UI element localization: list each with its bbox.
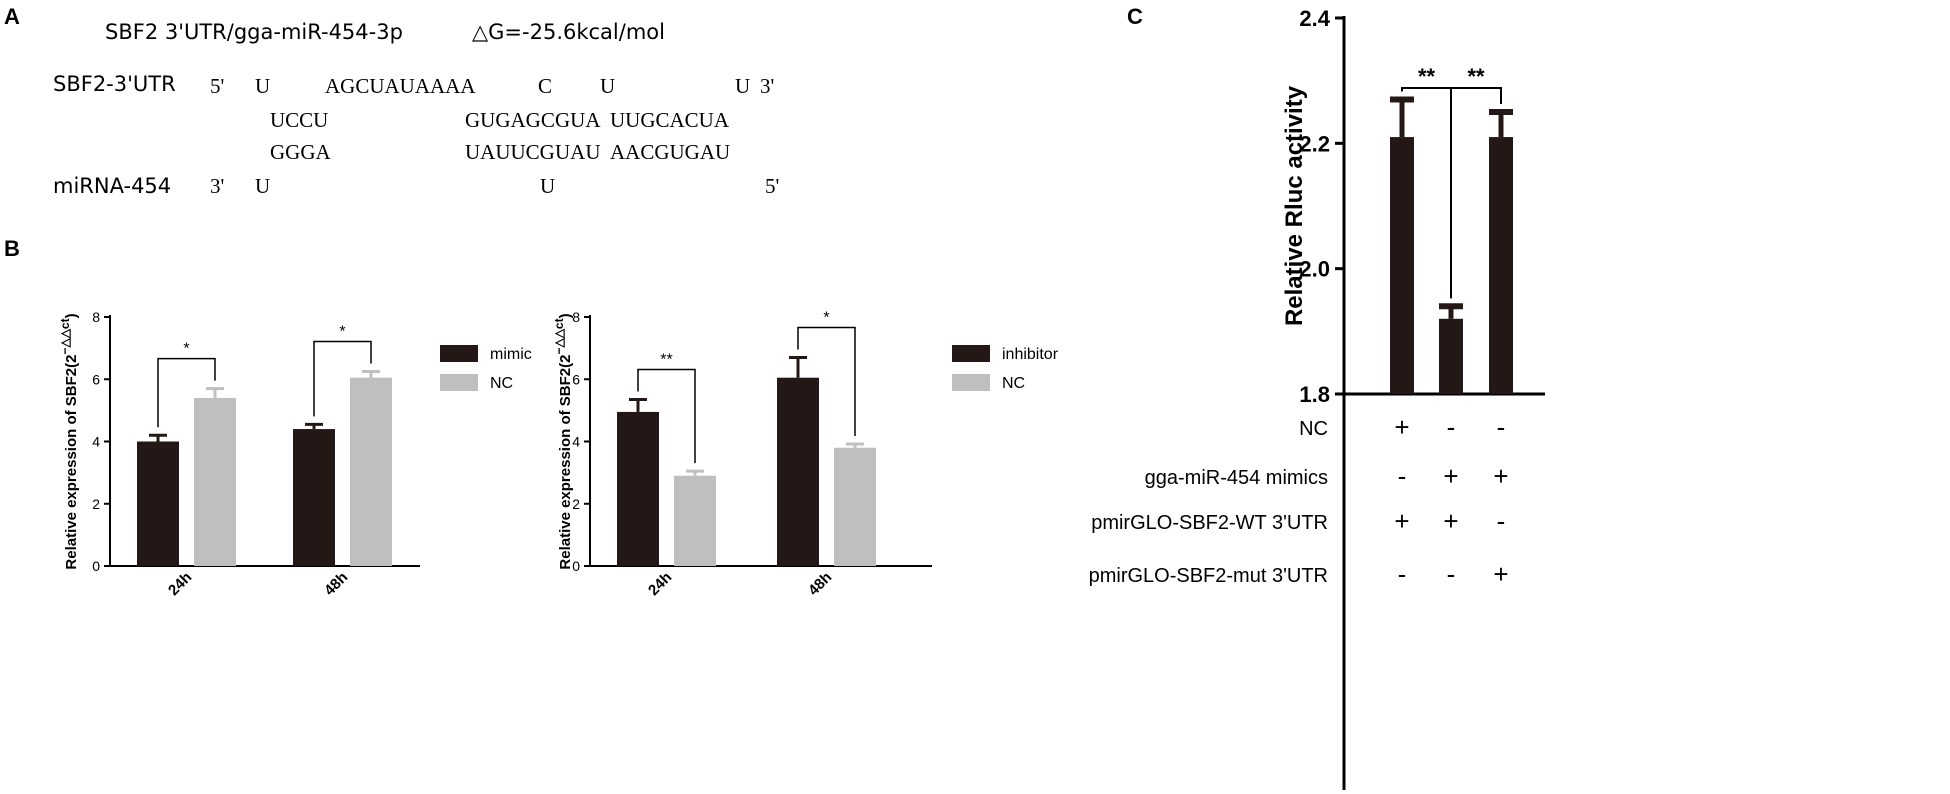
condition-label: pmirGLO-SBF2-WT 3'UTR [1091, 512, 1328, 534]
legend-label-inhibitor: inhibitor [1002, 346, 1059, 363]
condition-sign: - [1496, 412, 1506, 442]
y-tick-label: 4 [572, 434, 580, 450]
y-tick-label: 8 [572, 309, 580, 325]
x-tick-label: 48h [321, 569, 351, 599]
bar-NC-24h [194, 397, 236, 566]
y-tick-label: 2.2 [1299, 131, 1330, 156]
y-tick-label: 6 [572, 371, 580, 387]
utr-paired-3: GUA [555, 108, 601, 132]
bar-NC-48h [834, 447, 876, 566]
bar-NC-48h [350, 377, 392, 566]
condition-sign: - [1496, 506, 1506, 536]
legend-swatch-NC [440, 374, 478, 391]
condition-label: NC [1299, 418, 1328, 440]
significance-bracket [157, 357, 216, 428]
condition-sign: + [1443, 461, 1459, 491]
legend-swatch-mimic [440, 345, 478, 362]
condition-sign: + [1443, 506, 1459, 536]
mir-paired-2: UAUUCG [465, 140, 555, 164]
significance-label: * [183, 341, 189, 358]
utr-3prime: 3' [760, 74, 775, 98]
significance-bracket [313, 340, 372, 417]
significance-bracket [637, 368, 696, 464]
condition-sign: + [1493, 461, 1509, 491]
y-tick-label: 1.8 [1299, 382, 1330, 407]
mirna-label: miRNA-454 [53, 174, 172, 198]
bar-inhibitor-24h [617, 411, 659, 566]
condition-sign: - [1397, 461, 1407, 491]
utr-label: SBF2-3'UTR [53, 72, 176, 96]
legend-label-NC: NC [490, 375, 513, 392]
utr-paired-4: UUGCACUA [610, 108, 730, 132]
y-tick-label: 2 [92, 496, 100, 512]
mir-unpaired-1: U [255, 174, 271, 198]
significance-label: * [823, 309, 829, 326]
y-axis-label: Relative Rluc activity [1281, 85, 1308, 326]
mir-paired-4: AACGUGAU [610, 140, 731, 164]
header-delta-g: △G=-25.6kcal/mol [472, 20, 665, 44]
significance-bracket [1450, 87, 1502, 299]
condition-sign: - [1446, 412, 1456, 442]
significance-label: * [339, 323, 345, 340]
panel-a-letter: A [4, 4, 20, 29]
rluc-bar [1439, 318, 1463, 394]
mir-5prime: 5' [765, 174, 780, 198]
legend-label-NC: NC [1002, 375, 1025, 392]
significance-label: ** [660, 351, 672, 368]
condition-sign: + [1394, 506, 1410, 536]
x-tick-label: 24h [165, 569, 195, 599]
y-tick-label: 2 [572, 496, 580, 512]
mir-3prime: 3' [210, 174, 225, 198]
panel-c-letter: C [1127, 4, 1143, 29]
panel-b-letter: B [4, 236, 20, 261]
x-tick-label: 48h [805, 569, 835, 599]
legend-label-mimic: mimic [490, 346, 532, 363]
utr-unpaired-4: U [600, 74, 616, 98]
mir-paired-3: UAU [555, 140, 601, 164]
utr-paired-2: GUGAGC [465, 108, 555, 132]
condition-label: pmirGLO-SBF2-mut 3'UTR [1088, 565, 1328, 587]
significance-bracket [797, 326, 856, 436]
mir-paired-1: GGGA [270, 140, 331, 164]
utr-unpaired-1: U [255, 74, 271, 98]
significance-label: ** [1467, 64, 1485, 89]
y-tick-label: 2.4 [1299, 6, 1330, 31]
condition-sign: - [1397, 559, 1407, 589]
y-tick-label: 0 [572, 558, 580, 574]
rluc-bar [1390, 137, 1414, 395]
y-axis-label: Relative expression of SBF2(2−△△ct) [58, 313, 80, 569]
utr-unpaired-3: C [538, 74, 553, 98]
y-tick-label: 0 [92, 558, 100, 574]
utr-unpaired-5: U [735, 74, 751, 98]
condition-sign: + [1493, 559, 1509, 589]
header-pair: SBF2 3'UTR/gga-miR-454-3p [105, 20, 403, 44]
utr-unpaired-2: AGCUAUAAAA [325, 74, 476, 98]
condition-sign: - [1446, 559, 1456, 589]
x-tick-label: 24h [645, 569, 675, 599]
y-tick-label: 4 [92, 434, 100, 450]
rluc-bar [1489, 137, 1513, 395]
bar-NC-24h [674, 475, 716, 566]
chart-b-mimic: 0 2 4 6 8 Relative expression of SBF2(2−△△ct)… [58, 309, 532, 599]
mir-unpaired-2: U [540, 174, 556, 198]
bar-mimic-24h [137, 441, 179, 566]
y-tick-label: 6 [92, 371, 100, 387]
utr-paired-1: UCCU [270, 108, 329, 132]
bar-mimic-48h [293, 429, 335, 566]
condition-label: gga-miR-454 mimics [1144, 467, 1328, 489]
bar-inhibitor-48h [777, 377, 819, 566]
legend-swatch-inhibitor [952, 345, 990, 362]
y-tick-label: 8 [92, 309, 100, 325]
y-axis-label: Relative expression of SBF2(2−△△ct) [552, 313, 574, 569]
chart-c-rluc: 1.8 2.0 2.2 2.4 Relative Rluc activity ** ** [1281, 6, 1545, 790]
significance-label: ** [1418, 64, 1436, 89]
utr-5prime: 5' [210, 74, 225, 98]
condition-sign: + [1394, 412, 1410, 442]
y-tick-label: 2.0 [1299, 257, 1330, 282]
legend-swatch-NC [952, 374, 990, 391]
